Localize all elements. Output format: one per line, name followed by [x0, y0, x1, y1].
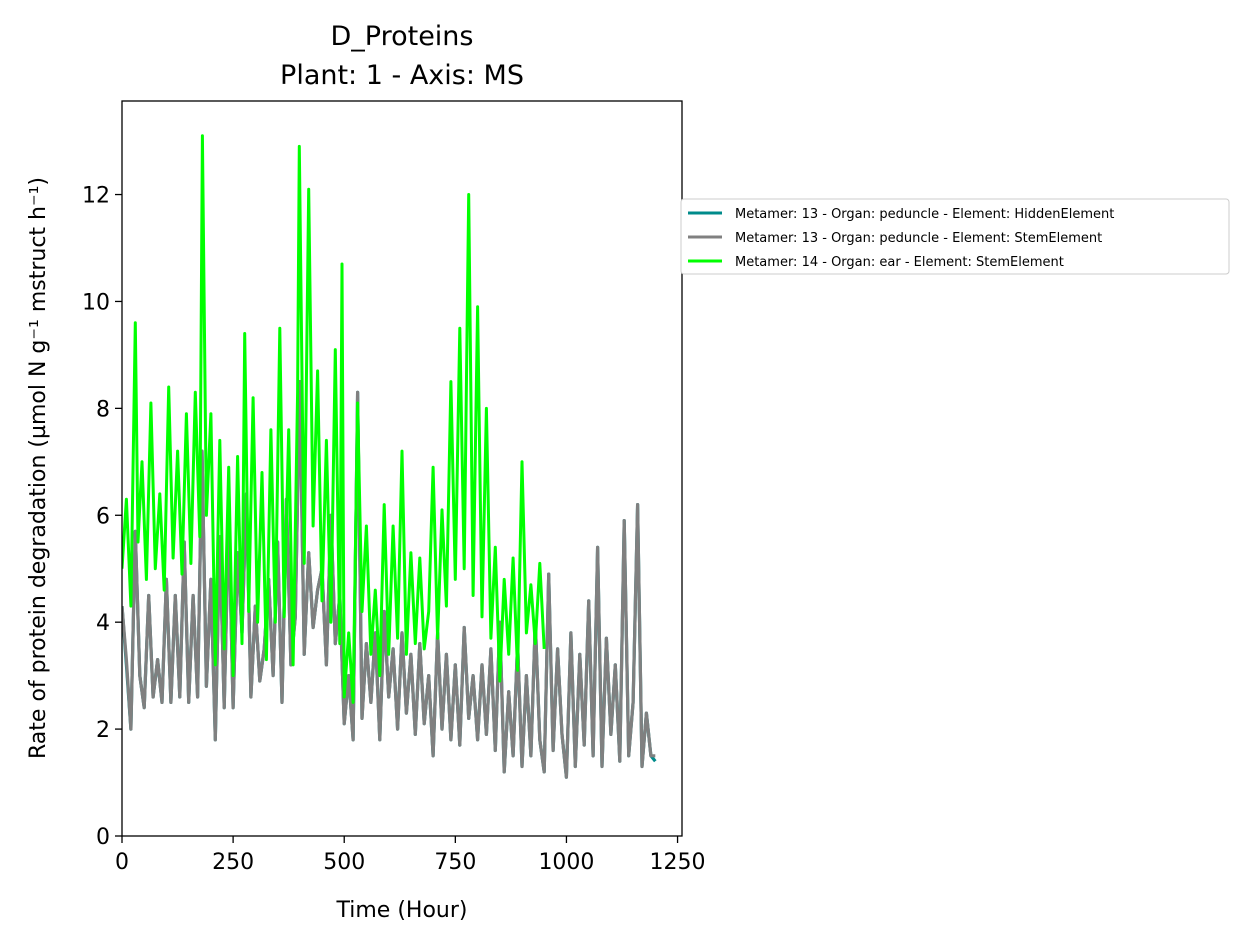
series-layer: [122, 134, 657, 779]
legend: Metamer: 13 - Organ: peduncle - Element:…: [680, 198, 1230, 275]
x-axis-label: Time (Hour): [336, 898, 468, 923]
legend-label-1: Metamer: 13 - Organ: peduncle - Element:…: [735, 207, 1114, 222]
legend-label-3: Metamer: 14 - Organ: ear - Element: Stem…: [735, 255, 1064, 270]
y-tick-label: 0: [96, 825, 110, 850]
y-axis: 0 2 4 6 8 10 12: [82, 184, 122, 850]
x-tick-label: 750: [434, 850, 476, 875]
chart-subtitle: Plant: 1 - Axis: MS: [280, 60, 524, 91]
y-tick-label: 8: [96, 397, 110, 422]
y-axis-label: Rate of protein degradation (µmol N g⁻¹ …: [26, 177, 51, 759]
x-tick-label: 500: [323, 850, 365, 875]
plot-frame: [121, 100, 683, 837]
legend-box: [680, 198, 1230, 275]
x-axis: 0 250 500 750 1000 1250: [115, 836, 706, 875]
chart-title: D_Proteins: [330, 21, 473, 52]
y-tick-label: 4: [96, 611, 110, 636]
series-line-3: [122, 134, 546, 704]
x-tick-label: 1000: [538, 850, 594, 875]
y-tick-label: 12: [82, 184, 110, 209]
legend-label-2: Metamer: 13 - Organ: peduncle - Element:…: [735, 231, 1102, 246]
y-tick-label: 6: [96, 504, 110, 529]
x-tick-label: 250: [212, 850, 254, 875]
y-tick-label: 2: [96, 718, 110, 743]
y-tick-label: 10: [82, 290, 110, 315]
x-tick-label: 1250: [650, 850, 706, 875]
x-tick-label: 0: [115, 850, 129, 875]
series-line-2: [122, 380, 656, 779]
